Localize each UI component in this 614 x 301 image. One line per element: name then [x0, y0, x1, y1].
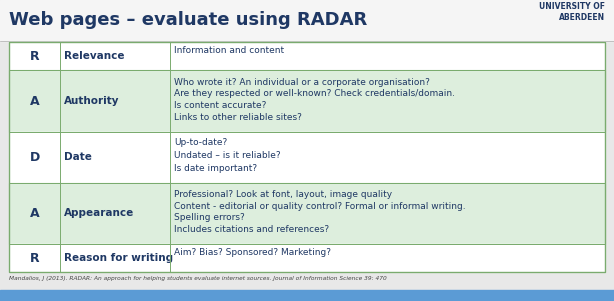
- Bar: [9, 42, 60, 70]
- Text: A: A: [29, 207, 39, 220]
- Bar: [170, 70, 605, 132]
- Text: Professional? Look at font, layout, image quality: Professional? Look at font, layout, imag…: [174, 190, 392, 199]
- Bar: [60, 70, 170, 132]
- Bar: [60, 182, 170, 244]
- Text: Reason for writing: Reason for writing: [64, 253, 173, 263]
- Bar: [170, 182, 605, 244]
- Text: Undated – is it reliable?: Undated – is it reliable?: [174, 151, 281, 160]
- Bar: [9, 132, 60, 182]
- Bar: [60, 244, 170, 272]
- Text: Information and content: Information and content: [174, 45, 284, 54]
- Text: R: R: [29, 50, 39, 63]
- Bar: [170, 132, 605, 182]
- Text: Relevance: Relevance: [64, 51, 125, 61]
- Text: Is content accurate?: Is content accurate?: [174, 101, 266, 110]
- Text: Links to other reliable sites?: Links to other reliable sites?: [174, 113, 302, 122]
- Text: Are they respected or well-known? Check credentials/domain.: Are they respected or well-known? Check …: [174, 89, 456, 98]
- Text: R: R: [29, 252, 39, 265]
- Bar: [170, 42, 605, 70]
- Text: Is date important?: Is date important?: [174, 164, 257, 173]
- Text: UNIVERSITY OF
ABERDEEN: UNIVERSITY OF ABERDEEN: [539, 2, 605, 22]
- Text: Aim? Bias? Sponsored? Marketing?: Aim? Bias? Sponsored? Marketing?: [174, 248, 332, 257]
- Text: Content - editorial or quality control? Formal or informal writing.: Content - editorial or quality control? …: [174, 202, 466, 211]
- Text: Who wrote it? An individual or a corporate organisation?: Who wrote it? An individual or a corpora…: [174, 78, 430, 87]
- Bar: [9, 182, 60, 244]
- Text: Web pages – evaluate using RADAR: Web pages – evaluate using RADAR: [9, 11, 367, 29]
- Text: Includes citations and references?: Includes citations and references?: [174, 225, 330, 234]
- Bar: [60, 132, 170, 182]
- Text: Spelling errors?: Spelling errors?: [174, 213, 245, 222]
- Bar: [9, 244, 60, 272]
- Text: D: D: [29, 151, 40, 164]
- Text: A: A: [29, 95, 39, 108]
- Text: Mandalios, J (2013). RADAR: An approach for helping students evaluate internet s: Mandalios, J (2013). RADAR: An approach …: [9, 276, 387, 281]
- Bar: [0, 0, 614, 41]
- Bar: [9, 42, 605, 272]
- Bar: [0, 290, 614, 301]
- Bar: [9, 70, 60, 132]
- Text: Up-to-date?: Up-to-date?: [174, 138, 228, 147]
- Text: Authority: Authority: [64, 96, 120, 106]
- Bar: [170, 244, 605, 272]
- Text: Appearance: Appearance: [64, 208, 134, 219]
- Text: Date: Date: [64, 152, 92, 162]
- Bar: [60, 42, 170, 70]
